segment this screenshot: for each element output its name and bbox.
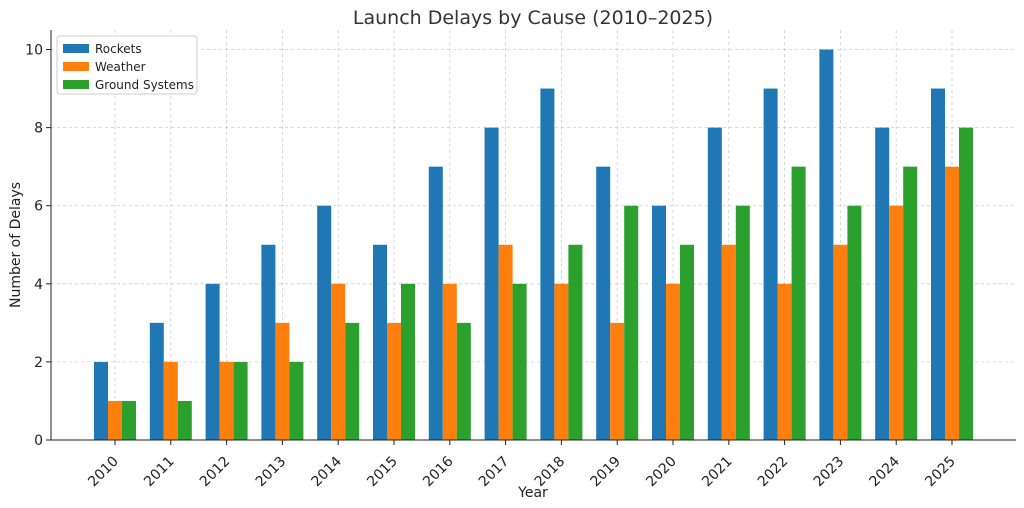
bar-rockets: [596, 166, 611, 440]
x-tick-label: 2016: [420, 453, 457, 490]
bar-rockets: [484, 127, 499, 440]
y-tick-label: 0: [34, 433, 43, 449]
axes-layer: [50, 30, 1016, 441]
bar-ground-systems: [680, 244, 694, 440]
x-tick-label: 2021: [699, 454, 736, 491]
bar-rockets: [875, 127, 890, 440]
bar-ground-systems: [903, 166, 918, 440]
chart-title: Launch Delays by Cause (2010–2025): [353, 7, 713, 29]
bar-rockets: [652, 205, 666, 440]
bar-ground-systems: [345, 322, 360, 440]
x-tick-label: 2020: [643, 454, 680, 491]
x-tick-label: 2019: [588, 454, 625, 491]
bar-rockets: [317, 205, 332, 440]
y-tick-label: 8: [34, 121, 43, 137]
bar-weather: [889, 205, 904, 440]
bar-ground-systems: [456, 322, 471, 440]
bar-ground-systems: [289, 361, 304, 440]
legend-box: [56, 35, 198, 95]
bar-rockets: [205, 283, 220, 440]
x-tick-label: 2014: [309, 453, 346, 490]
legend-swatch: [63, 62, 89, 71]
x-tick-label: 2015: [364, 454, 401, 491]
legend-label: Ground Systems: [95, 78, 194, 92]
bar-weather: [833, 244, 848, 440]
x-tick-label: 2023: [811, 454, 848, 491]
bar-weather: [108, 400, 122, 440]
y-axis-label: Number of Delays: [8, 182, 24, 308]
bar-rockets: [931, 88, 945, 441]
y-tick-label: 6: [34, 199, 43, 215]
bar-rockets: [94, 361, 108, 440]
x-tick-label: 2010: [85, 454, 122, 491]
bar-weather: [777, 283, 792, 440]
x-tick-label: 2011: [141, 454, 178, 491]
legend-swatch: [63, 80, 89, 89]
bar-weather: [387, 322, 401, 440]
bar-rockets: [707, 127, 722, 440]
bar-weather: [610, 322, 625, 440]
x-tick-label: 2013: [253, 454, 290, 491]
legend-label: Rockets: [95, 42, 142, 56]
bar-rockets: [763, 88, 778, 441]
bar-weather: [331, 283, 346, 440]
bar-ground-systems: [122, 400, 136, 440]
bar-ground-systems: [177, 400, 192, 440]
bar-rockets: [428, 166, 443, 440]
x-tick-label: 2025: [922, 454, 959, 491]
bar-rockets: [540, 88, 555, 441]
x-tick-label: 2012: [197, 454, 234, 491]
bar-ground-systems: [512, 283, 527, 440]
bar-ground-systems: [847, 205, 862, 440]
bar-weather: [945, 166, 959, 440]
bar-ground-systems: [624, 205, 639, 440]
bar-rockets: [373, 244, 387, 440]
x-tick-label: 2017: [476, 454, 513, 491]
x-axis-label: Year: [517, 485, 548, 501]
bar-weather: [498, 244, 513, 440]
bar-rockets: [149, 322, 164, 440]
bar-rockets: [261, 244, 276, 440]
legend: Rockets Weather Ground Systems: [56, 35, 198, 95]
bar-ground-systems: [791, 166, 806, 440]
x-tick-label: 2022: [755, 454, 792, 491]
bars-layer: [94, 49, 973, 441]
bar-ground-systems: [233, 361, 248, 440]
x-tick-label: 2024: [867, 453, 904, 490]
bar-weather: [219, 361, 234, 440]
y-tick-label: 4: [34, 277, 43, 293]
bar-weather: [442, 283, 457, 440]
bar-ground-systems: [735, 205, 750, 440]
y-tick-label: 2: [34, 355, 43, 371]
bar-weather: [721, 244, 736, 440]
legend-label: Weather: [95, 60, 146, 74]
bar-weather: [163, 361, 178, 440]
bar-weather: [275, 322, 290, 440]
bar-weather: [554, 283, 569, 440]
bar-ground-systems: [959, 127, 973, 440]
bar-rockets: [819, 49, 834, 441]
bar-weather: [666, 283, 680, 440]
y-tick-label: 10: [25, 43, 43, 59]
legend-swatch: [63, 44, 89, 53]
bar-ground-systems: [568, 244, 583, 440]
bar-ground-systems: [401, 283, 415, 440]
